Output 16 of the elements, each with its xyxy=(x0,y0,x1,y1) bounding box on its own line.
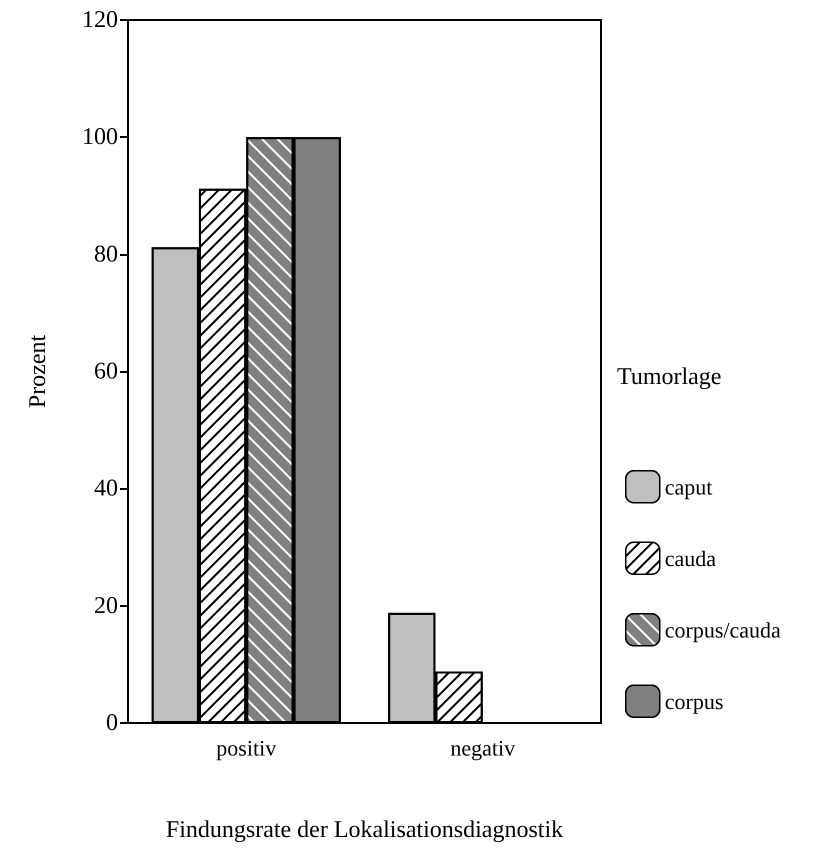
x-tick-label: negativ xyxy=(450,736,516,760)
y-tick-label: 60 xyxy=(94,358,118,384)
y-tick-label: 80 xyxy=(94,241,118,268)
legend-label: corpus xyxy=(664,688,724,714)
legend-label: corpus/cauda xyxy=(664,617,782,642)
x-tick-label: positiv xyxy=(216,736,276,760)
y-tick-label: 120 xyxy=(82,7,118,33)
y-tick-label: 0 xyxy=(106,710,118,736)
y-tick-label: 100 xyxy=(82,124,118,150)
y-tick-label: 20 xyxy=(94,592,118,619)
y-axis-title: Prozent xyxy=(25,334,51,408)
y-tick-label: 40 xyxy=(94,476,118,502)
legend-label: cauda xyxy=(664,546,716,571)
legend-label: caput xyxy=(664,474,712,500)
legend-title: Tumorlage xyxy=(617,364,722,390)
x-axis-title: Findungsrate der Lokalisationsdiagnostik xyxy=(166,817,564,843)
